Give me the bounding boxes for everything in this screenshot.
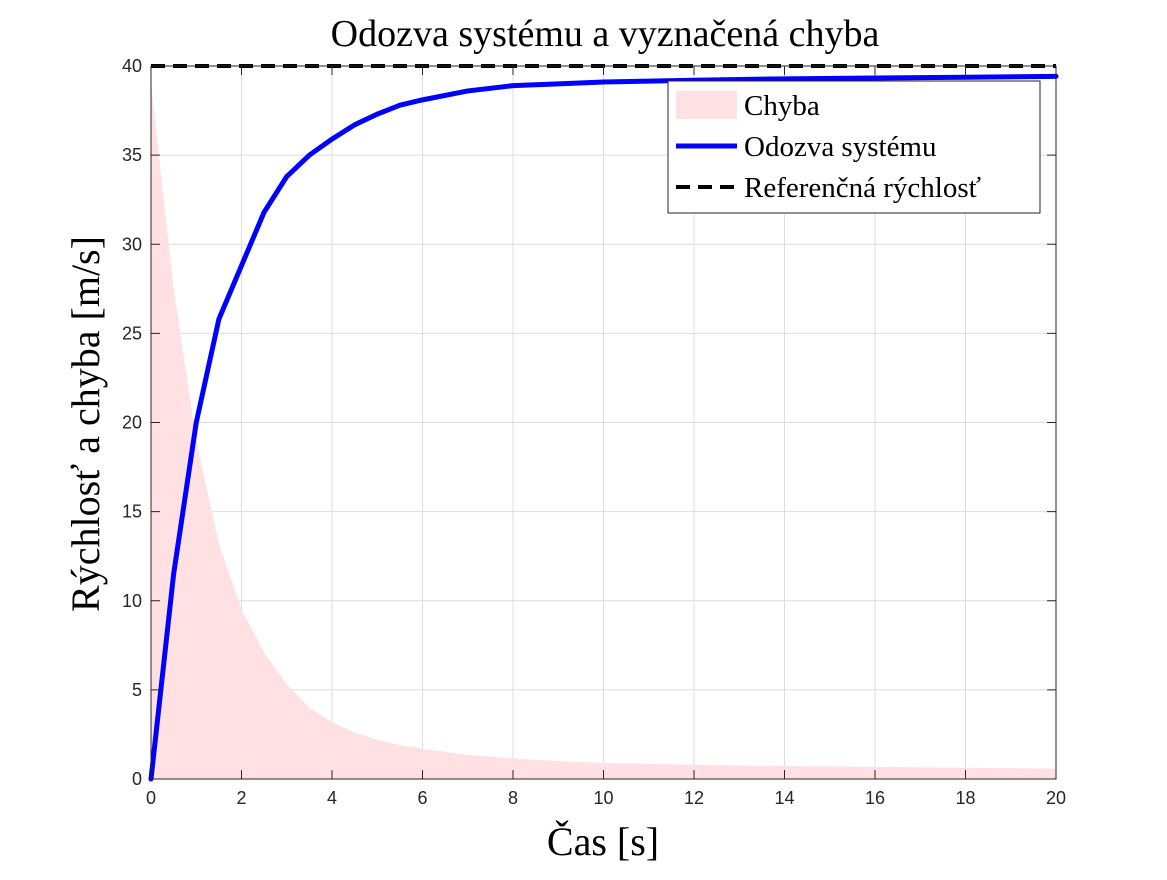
x-tick-label: 12 <box>684 788 704 808</box>
x-tick-label: 6 <box>417 788 427 808</box>
legend-item: Referenčná rýchlosť <box>676 172 981 204</box>
y-tick-label: 15 <box>122 502 142 522</box>
x-tick-label: 4 <box>327 788 337 808</box>
legend-swatch-area <box>676 91 737 119</box>
legend-label: Referenčná rýchlosť <box>744 172 981 204</box>
y-tick-label: 40 <box>122 56 142 76</box>
y-axis-label: Rýchlosť a chyba [m/s] <box>63 236 108 612</box>
response-line <box>148 73 1059 782</box>
legend-label: Chyba <box>744 90 820 122</box>
legend-label: Odozva systému <box>744 131 937 163</box>
x-tick-label: 10 <box>593 788 613 808</box>
y-tick-label: 20 <box>122 413 142 433</box>
plot-area: 0 2 4 6 8 10 12 14 16 18 20 0 5 10 15 20 25 30 35 40 Chyba Od… <box>122 56 1066 808</box>
x-axis-label: Čas [s] <box>547 819 659 864</box>
chart-title: Odozva systému a vyznačená chyba <box>331 13 880 55</box>
y-tick-label: 30 <box>122 234 142 254</box>
y-tick-label: 0 <box>132 769 142 789</box>
legend-item: Chyba <box>676 90 820 122</box>
x-tick-label: 20 <box>1046 788 1066 808</box>
legend: Chyba Odozva systému Referenčná rýchlosť <box>667 80 1041 214</box>
x-tick-label: 2 <box>236 788 246 808</box>
x-tick-label: 0 <box>146 788 156 808</box>
x-tick-label: 16 <box>865 788 885 808</box>
x-tick-label: 14 <box>774 788 794 808</box>
error-area <box>151 83 1056 779</box>
x-tick-label: 8 <box>508 788 518 808</box>
y-tick-label: 25 <box>122 323 142 343</box>
y-tick-label: 5 <box>132 680 142 700</box>
y-tick-label: 10 <box>122 591 142 611</box>
x-tick-label: 18 <box>955 788 975 808</box>
y-tick-label: 35 <box>122 145 142 165</box>
legend-item: Odozva systému <box>676 131 937 163</box>
